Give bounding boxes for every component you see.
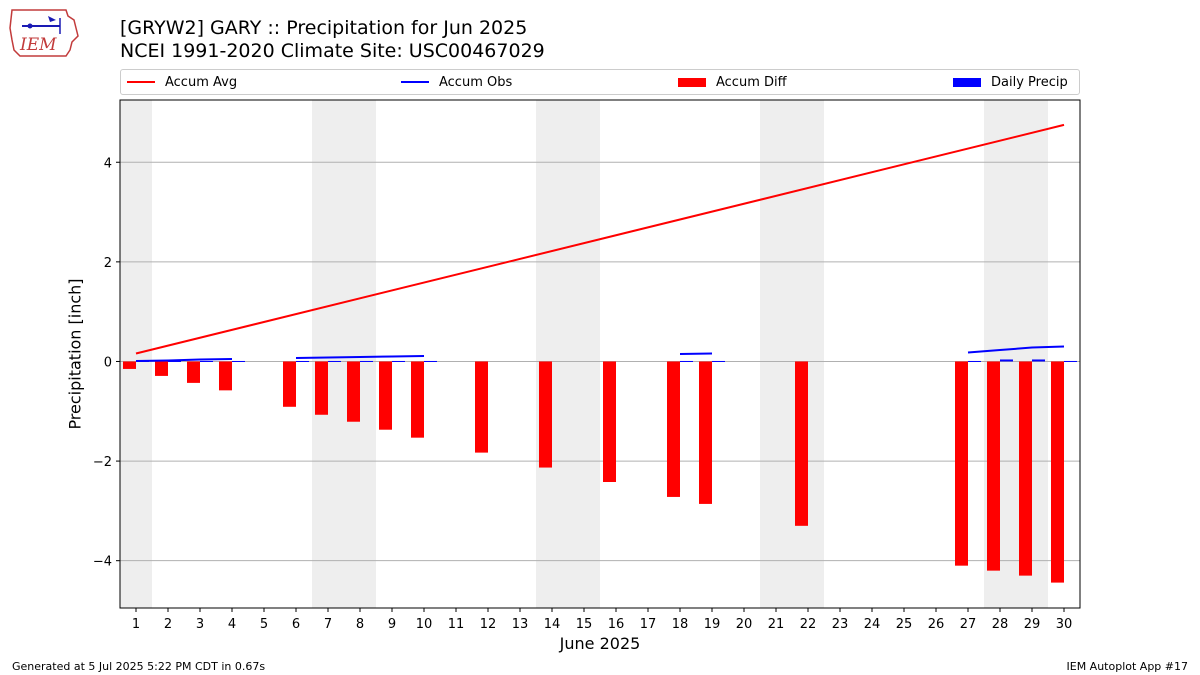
- x-tick-label: 13: [512, 617, 529, 632]
- legend-swatch-accum-diff: [678, 77, 706, 87]
- accum-diff-bar: [667, 361, 680, 497]
- accum-diff-bar: [955, 361, 968, 566]
- x-tick-label: 22: [800, 617, 817, 632]
- daily-precip-bar: [1064, 360, 1077, 362]
- accum-diff-bar: [699, 361, 712, 504]
- accum-diff-bar: [379, 361, 392, 430]
- accum-diff-bar: [1051, 361, 1064, 583]
- accum-diff-bar: [1019, 361, 1032, 576]
- legend-swatch-daily-precip: [953, 77, 981, 87]
- accum-obs-line: [135, 357, 233, 362]
- chart-subtitle: NCEI 1991-2020 Climate Site: USC00467029: [120, 40, 545, 62]
- x-tick-label: 18: [672, 617, 689, 632]
- accum-obs-line: [967, 345, 1065, 354]
- x-tick-label: 23: [832, 617, 849, 632]
- accum-diff-bar: [603, 361, 616, 482]
- accum-diff-bar: [411, 361, 424, 438]
- x-tick-label: 14: [544, 617, 561, 632]
- x-tick-label: 24: [864, 617, 881, 632]
- legend-swatch-accum-obs: [401, 81, 429, 83]
- x-tick-label: 26: [928, 617, 945, 632]
- daily-precip-bar: [712, 360, 725, 362]
- weekend-band: [312, 100, 376, 608]
- accum-diff-bar: [155, 361, 168, 376]
- daily-precip-bar: [296, 360, 309, 362]
- accum-diff-bar: [283, 361, 296, 407]
- legend-item-accum-obs: Accum Obs: [401, 70, 512, 94]
- accum-diff-bar: [347, 361, 360, 422]
- x-tick-label: 5: [260, 617, 268, 632]
- weekend-band: [536, 100, 600, 608]
- x-tick-label: 9: [388, 617, 396, 632]
- footer-generated-text: Generated at 5 Jul 2025 5:22 PM CDT in 0…: [12, 660, 266, 673]
- daily-precip-bar: [1000, 359, 1013, 362]
- x-tick-label: 12: [480, 617, 497, 632]
- daily-precip-bar: [1032, 359, 1045, 362]
- iem-logo: IEM: [8, 6, 80, 60]
- accum-diff-bar: [219, 361, 232, 391]
- y-tick-label: 4: [104, 156, 112, 171]
- x-tick-label: 16: [608, 617, 625, 632]
- x-tick-label: 2: [164, 617, 172, 632]
- weekend-band: [120, 100, 152, 608]
- x-tick-label: 25: [896, 617, 913, 632]
- footer-app-text: IEM Autoplot App #17: [1066, 660, 1189, 673]
- x-tick-label: 27: [960, 617, 977, 632]
- weekend-band: [760, 100, 824, 608]
- x-tick-label: 19: [704, 617, 721, 632]
- y-axis-label: Precipitation [inch]: [65, 278, 85, 430]
- x-tick-label: 11: [448, 617, 465, 632]
- x-tick-label: 1: [132, 617, 140, 632]
- legend-label-accum-avg: Accum Avg: [165, 74, 238, 90]
- accum-diff-bar: [987, 361, 1000, 571]
- daily-precip-bar: [232, 360, 245, 362]
- x-tick-label: 28: [992, 617, 1009, 632]
- y-tick-label: −4: [93, 555, 112, 570]
- svg-text:IEM: IEM: [19, 35, 57, 55]
- accum-diff-bar: [539, 361, 552, 468]
- x-tick-label: 17: [640, 617, 657, 632]
- accum-avg-line: [135, 123, 1065, 355]
- legend-item-accum-diff: Accum Diff: [678, 70, 787, 94]
- x-tick-label: 4: [228, 617, 236, 632]
- x-tick-label: 8: [356, 617, 364, 632]
- x-tick-label: 15: [576, 617, 593, 632]
- x-tick-label: 29: [1024, 617, 1041, 632]
- daily-precip-bar: [392, 360, 405, 362]
- daily-precip-bar: [360, 360, 373, 362]
- y-tick-label: 2: [104, 256, 112, 271]
- legend-label-daily-precip: Daily Precip: [991, 74, 1068, 90]
- daily-precip-bar: [424, 360, 437, 362]
- x-axis-label: June 2025: [559, 634, 641, 653]
- accum-diff-bar: [315, 361, 328, 415]
- x-tick-label: 10: [416, 617, 433, 632]
- x-tick-label: 7: [324, 617, 332, 632]
- legend-label-accum-obs: Accum Obs: [439, 74, 513, 90]
- legend-item-daily-precip: Daily Precip: [953, 70, 1068, 94]
- plot-frame: [119, 99, 1081, 609]
- x-tick-label: 20: [736, 617, 753, 632]
- chart-title: [GRYW2] GARY :: Precipitation for Jun 20…: [120, 17, 528, 39]
- y-tick-label: 0: [104, 355, 112, 370]
- y-tick-label: −2: [93, 455, 112, 470]
- accum-diff-bar: [123, 361, 136, 369]
- daily-precip-bar: [968, 360, 981, 362]
- daily-precip-bar: [200, 360, 213, 362]
- daily-precip-bar: [328, 360, 341, 362]
- x-tick-label: 3: [196, 617, 204, 632]
- daily-precip-bar: [168, 360, 181, 362]
- x-tick-label: 21: [768, 617, 785, 632]
- legend: Accum Avg Accum Obs Accum Diff Daily Pre…: [120, 69, 1080, 95]
- accum-diff-bar: [187, 361, 200, 383]
- x-tick-label: 30: [1056, 617, 1073, 632]
- legend-item-accum-avg: Accum Avg: [127, 70, 237, 94]
- accum-diff-bar: [475, 361, 488, 453]
- accum-obs-line: [295, 354, 425, 359]
- x-tick-label: 6: [292, 617, 300, 632]
- daily-precip-bar: [680, 360, 693, 362]
- accum-diff-bar: [795, 361, 808, 526]
- legend-label-accum-diff: Accum Diff: [716, 74, 787, 90]
- legend-swatch-accum-avg: [127, 81, 155, 83]
